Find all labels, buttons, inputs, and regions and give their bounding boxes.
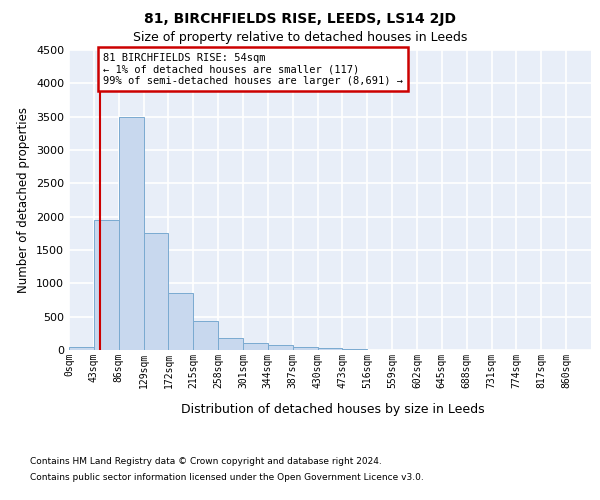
Text: Contains public sector information licensed under the Open Government Licence v3: Contains public sector information licen… (30, 472, 424, 482)
Y-axis label: Number of detached properties: Number of detached properties (17, 107, 31, 293)
Bar (218, 338, 243, 350)
Bar (268, 344, 293, 350)
Bar (317, 348, 343, 350)
Bar (293, 346, 317, 350)
Bar (119, 116, 143, 350)
Text: 81, BIRCHFIELDS RISE, LEEDS, LS14 2JD: 81, BIRCHFIELDS RISE, LEEDS, LS14 2JD (144, 12, 456, 26)
Bar (69, 346, 94, 350)
Text: Contains HM Land Registry data © Crown copyright and database right 2024.: Contains HM Land Registry data © Crown c… (30, 458, 382, 466)
Bar (243, 342, 268, 350)
Text: Size of property relative to detached houses in Leeds: Size of property relative to detached ho… (133, 31, 467, 44)
Text: Distribution of detached houses by size in Leeds: Distribution of detached houses by size … (181, 402, 485, 415)
Bar (169, 294, 193, 350)
Text: 81 BIRCHFIELDS RISE: 54sqm
← 1% of detached houses are smaller (117)
99% of semi: 81 BIRCHFIELDS RISE: 54sqm ← 1% of detac… (103, 52, 403, 86)
Bar (94, 220, 119, 350)
Bar (143, 234, 169, 350)
Bar (193, 320, 218, 350)
